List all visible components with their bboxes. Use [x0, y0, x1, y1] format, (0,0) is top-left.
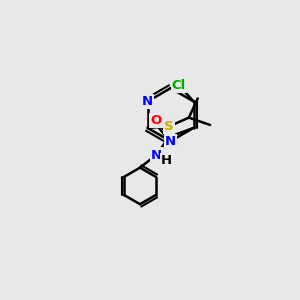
Text: N: N [142, 95, 153, 108]
Text: N: N [151, 148, 162, 161]
Text: S: S [164, 120, 174, 133]
Text: N: N [165, 135, 176, 148]
Text: H: H [161, 154, 172, 167]
Text: Cl: Cl [172, 79, 186, 92]
Text: O: O [151, 114, 162, 127]
